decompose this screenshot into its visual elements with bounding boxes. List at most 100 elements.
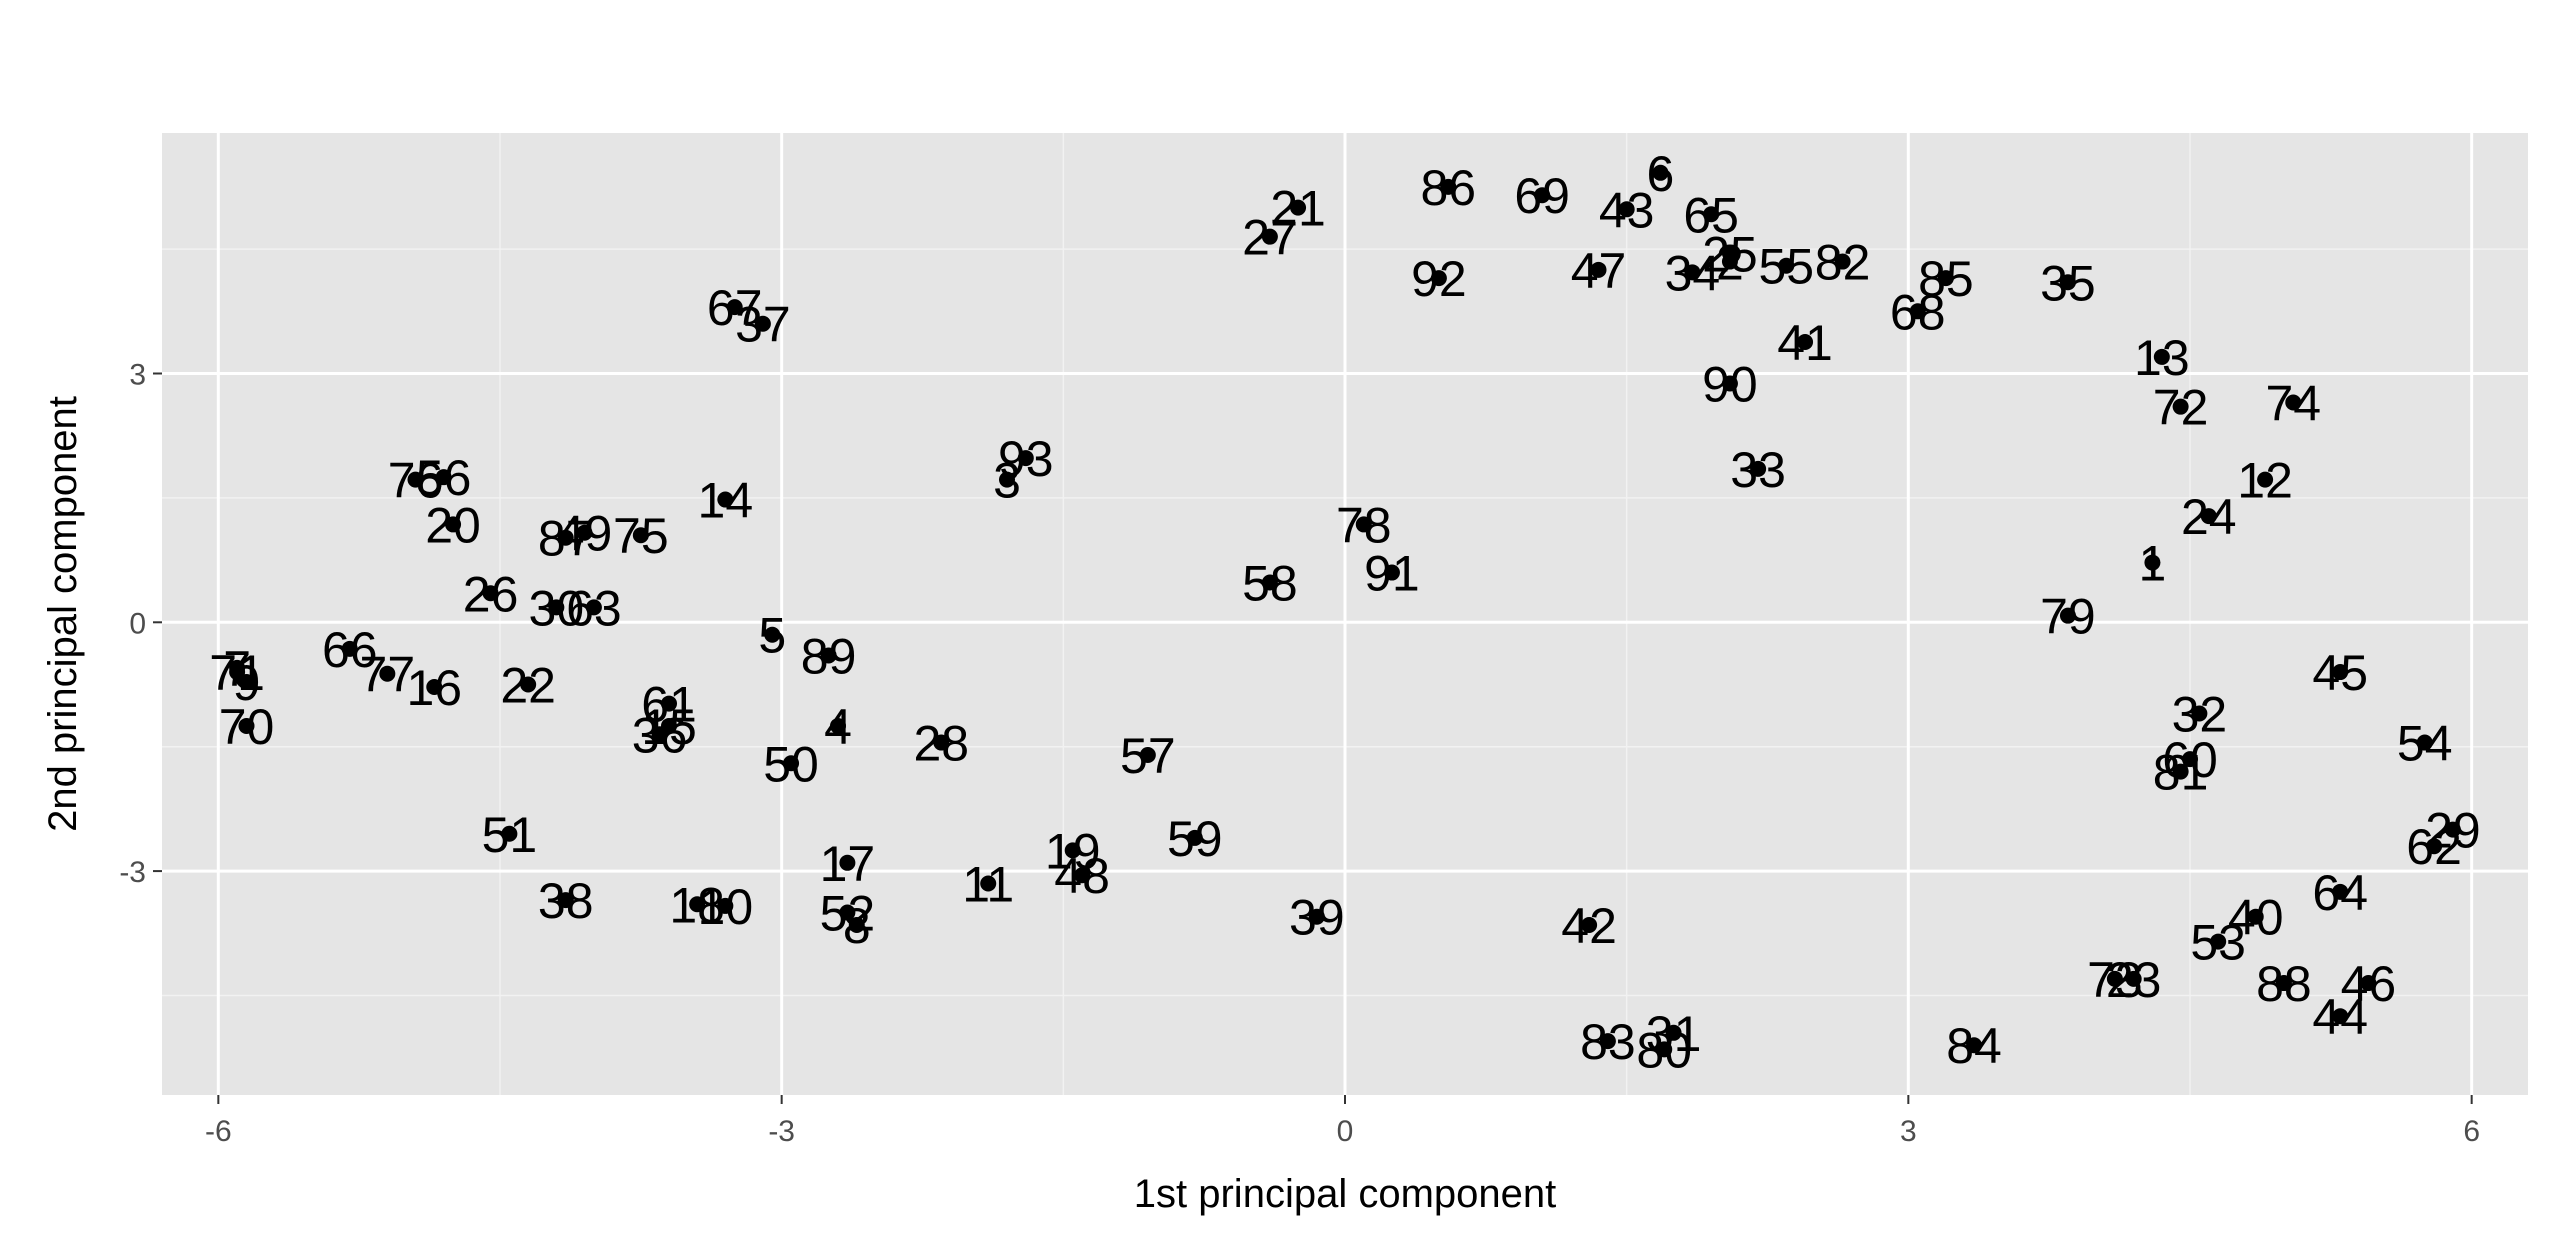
point-label: 49 [557,506,613,562]
point-label: 76 [388,453,444,509]
point-label: 7 [223,641,251,697]
x-tick-label: -3 [768,1115,795,1148]
data-point [341,640,358,657]
data-point [783,755,800,772]
data-point [661,695,677,712]
data-point [1652,164,1669,181]
point-label: 62 [2406,819,2462,875]
data-point [651,726,668,743]
data-point [501,825,518,842]
data-point [2059,274,2076,291]
data-point [445,516,462,533]
point-label: 4 [824,699,852,755]
data-point [1721,245,1738,262]
point-label: 48 [1054,848,1110,904]
point-label: 58 [1242,555,1298,611]
data-point [520,676,537,693]
x-tick-label: 0 [1337,1115,1354,1148]
point-label: 64 [2312,865,2368,921]
point-label: 82 [1815,235,1871,291]
point-label: 28 [913,716,969,772]
data-point [238,717,255,734]
data-point [2257,471,2274,488]
data-point [764,626,781,643]
data-point [933,734,950,751]
data-point [2332,883,2349,900]
point-label: 92 [1411,251,1467,307]
data-point [1074,867,1091,884]
point-label: 91 [1364,546,1420,602]
data-point [1534,187,1551,204]
data-point [820,647,837,664]
data-point [1440,178,1457,195]
data-point [1290,199,1307,216]
point-label: 84 [1946,1018,2002,1074]
data-point [2172,398,2189,415]
data-point [1618,201,1635,218]
point-label: 69 [1514,168,1570,224]
data-point [2200,508,2217,525]
data-point [2332,664,2349,681]
point-label: 63 [566,580,622,636]
point-label: 73 [2087,952,2143,1008]
point-label: 75 [613,508,669,564]
point-label: 37 [735,297,791,353]
point-label: 50 [763,736,819,792]
point-label: 78 [1336,497,1392,553]
point-label: 53 [2190,915,2246,971]
data-point [980,875,997,892]
data-point [1064,842,1081,859]
point-label: 88 [2256,956,2312,1012]
point-label: 23 [2106,952,2162,1008]
point-label: 12 [2237,453,2293,509]
point-label: 2 [1716,235,1744,291]
point-label: 60 [2162,732,2218,788]
point-label: 36 [632,707,688,763]
data-point [848,916,865,933]
data-point [1684,264,1701,281]
y-axis-ticks: -3 0 3 [119,359,162,889]
point-label: 77 [360,647,416,703]
x-axis-title: 1st principal component [1134,1172,1556,1216]
data-point [2182,751,2198,768]
point-label: 52 [820,886,876,942]
point-label: 38 [538,873,594,929]
data-point [754,315,771,332]
data-point [2191,705,2208,722]
point-label: 19 [1045,823,1101,879]
data-point [717,491,734,508]
major-grid [162,133,2528,1095]
y-tick-label: 3 [129,359,146,392]
data-point [1834,253,1851,270]
data-point [1750,460,1767,477]
point-label: 93 [998,431,1054,487]
point-label: 89 [801,628,857,684]
point-label: 87 [538,511,594,567]
point-label: 26 [463,566,519,622]
point-label: 57 [1120,728,1176,784]
point-label: 18 [669,877,725,933]
data-point [1186,829,1203,846]
data-point [585,599,602,616]
point-label: 86 [1420,160,1476,216]
data-point [238,674,255,691]
x-tick-label: 3 [1900,1115,1917,1148]
data-point [1355,516,1372,533]
data-point [1261,574,1278,591]
data-point [1383,564,1400,581]
data-point [1778,257,1795,274]
data-point [2059,607,2076,624]
point-label: 32 [2172,687,2228,743]
data-point [1721,375,1738,392]
x-tick-label: 6 [2463,1115,2480,1148]
point-label: 29 [2425,803,2481,859]
data-point [548,599,565,616]
data-point [426,678,443,695]
point-label: 11 [962,857,1014,913]
points-layer [229,164,2461,1058]
point-label: 55 [1758,239,1814,295]
data-point [1590,261,1607,278]
point-label: 31 [1646,1006,1702,1062]
data-point [1665,1024,1682,1041]
point-label: 39 [1289,890,1345,946]
